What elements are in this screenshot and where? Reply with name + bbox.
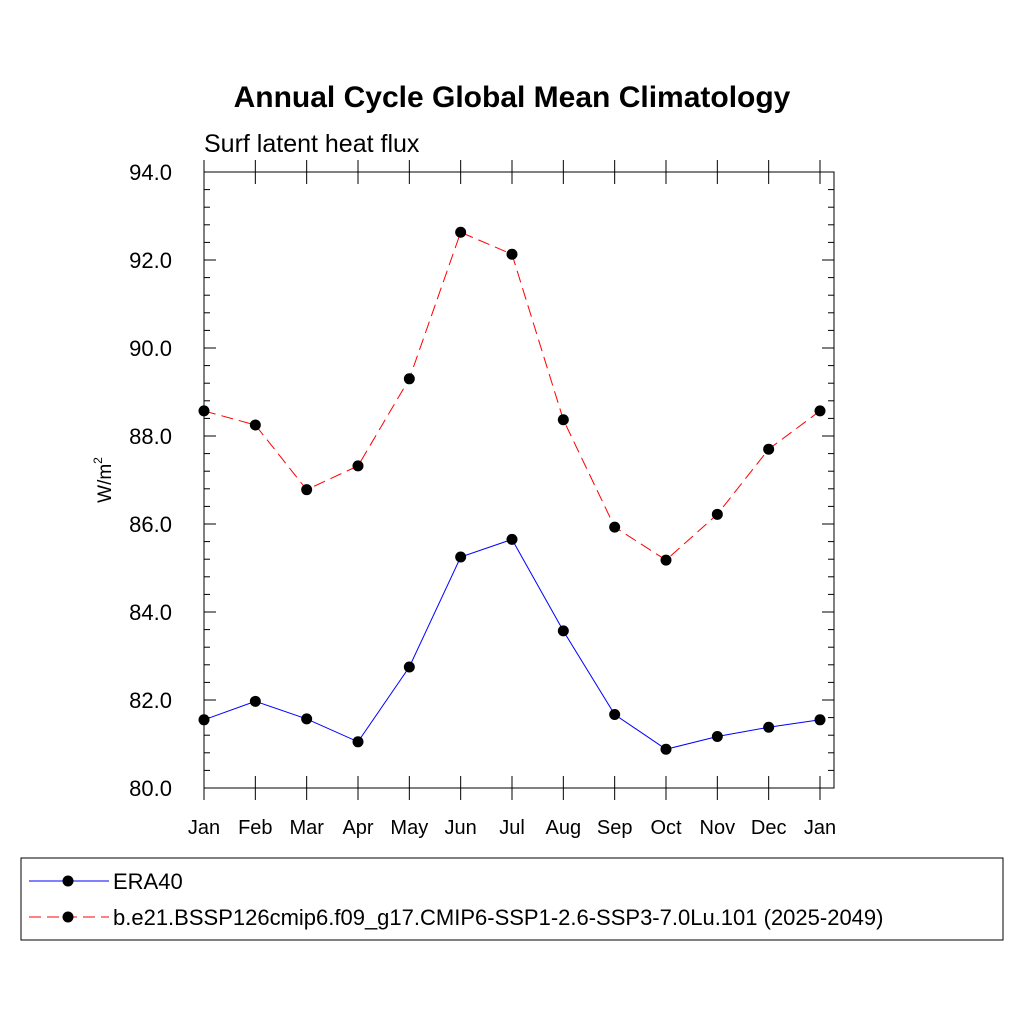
- legend-marker-1: [62, 875, 74, 887]
- y-tick-label: 84.0: [129, 600, 172, 625]
- y-tick-label: 80.0: [129, 776, 172, 801]
- chart-subtitle: Surf latent heat flux: [204, 130, 420, 158]
- data-point: [711, 731, 723, 743]
- x-tick-label: Mar: [289, 817, 324, 839]
- y-tick-label: 88.0: [129, 424, 172, 449]
- plot-series: [198, 226, 826, 755]
- legend-label-2: b.e21.BSSP126cmip6.f09_g17.CMIP6-SSP1-2.…: [113, 905, 883, 930]
- x-tick-label: Feb: [238, 817, 272, 839]
- y-axis-label: W/m2: [91, 457, 116, 503]
- legend-marker-2: [62, 911, 74, 923]
- data-point: [249, 419, 261, 431]
- svg-text:W/m2: W/m2: [91, 457, 116, 503]
- data-point: [763, 443, 775, 455]
- data-point: [711, 508, 723, 520]
- x-tick-label: Jun: [445, 817, 477, 839]
- y-axis-label-text: W/m: [95, 464, 116, 503]
- chart-title: Annual Cycle Global Mean Climatology: [234, 81, 791, 114]
- data-point: [352, 736, 364, 748]
- data-point: [403, 373, 415, 385]
- x-tick-label: Jul: [499, 817, 525, 839]
- legend-box: [20, 857, 1004, 941]
- data-point: [249, 695, 261, 707]
- x-tick-label: Nov: [700, 817, 736, 839]
- x-tick-label: Dec: [751, 817, 787, 839]
- data-point: [352, 460, 364, 472]
- series-line-1: [203, 538, 821, 750]
- data-point: [198, 405, 210, 417]
- data-point: [301, 484, 313, 496]
- legend: ERA40 b.e21.BSSP126cmip6.f09_g17.CMIP6-SS…: [29, 869, 883, 930]
- x-tick-label: Jan: [188, 817, 220, 839]
- data-point: [455, 226, 467, 238]
- data-point: [301, 713, 313, 725]
- x-tick-label: Jan: [804, 817, 836, 839]
- data-point: [455, 551, 467, 563]
- data-point: [609, 521, 621, 533]
- plot-axes: Jan Feb Mar Apr May Jun Jul Aug Sep Oct Nov Dec Jan 8…: [129, 160, 836, 839]
- y-tick-label: 86.0: [129, 512, 172, 537]
- data-point: [660, 554, 672, 566]
- x-tick-label: Apr: [342, 817, 373, 839]
- plot-frame: [203, 171, 835, 789]
- y-tick-label: 82.0: [129, 688, 172, 713]
- data-point: [814, 405, 826, 417]
- data-point: [506, 533, 518, 545]
- y-axis-label-superscript: 2: [91, 457, 105, 464]
- data-point: [506, 248, 518, 260]
- x-tick-label: Sep: [597, 817, 633, 839]
- data-point: [814, 714, 826, 726]
- x-tick-label: Aug: [546, 817, 582, 839]
- data-point: [403, 661, 415, 673]
- data-point: [198, 714, 210, 726]
- y-tick-label: 92.0: [129, 248, 172, 273]
- data-point: [609, 709, 621, 721]
- data-point: [763, 721, 775, 733]
- data-point: [557, 625, 569, 637]
- x-tick-label: Oct: [650, 817, 682, 839]
- y-tick-label: 94.0: [129, 160, 172, 185]
- data-point: [660, 743, 672, 755]
- x-tick-label: May: [390, 817, 428, 839]
- legend-label-1: ERA40: [113, 869, 183, 894]
- data-point: [557, 414, 569, 426]
- series-line-2: [203, 231, 821, 561]
- y-tick-label: 90.0: [129, 336, 172, 361]
